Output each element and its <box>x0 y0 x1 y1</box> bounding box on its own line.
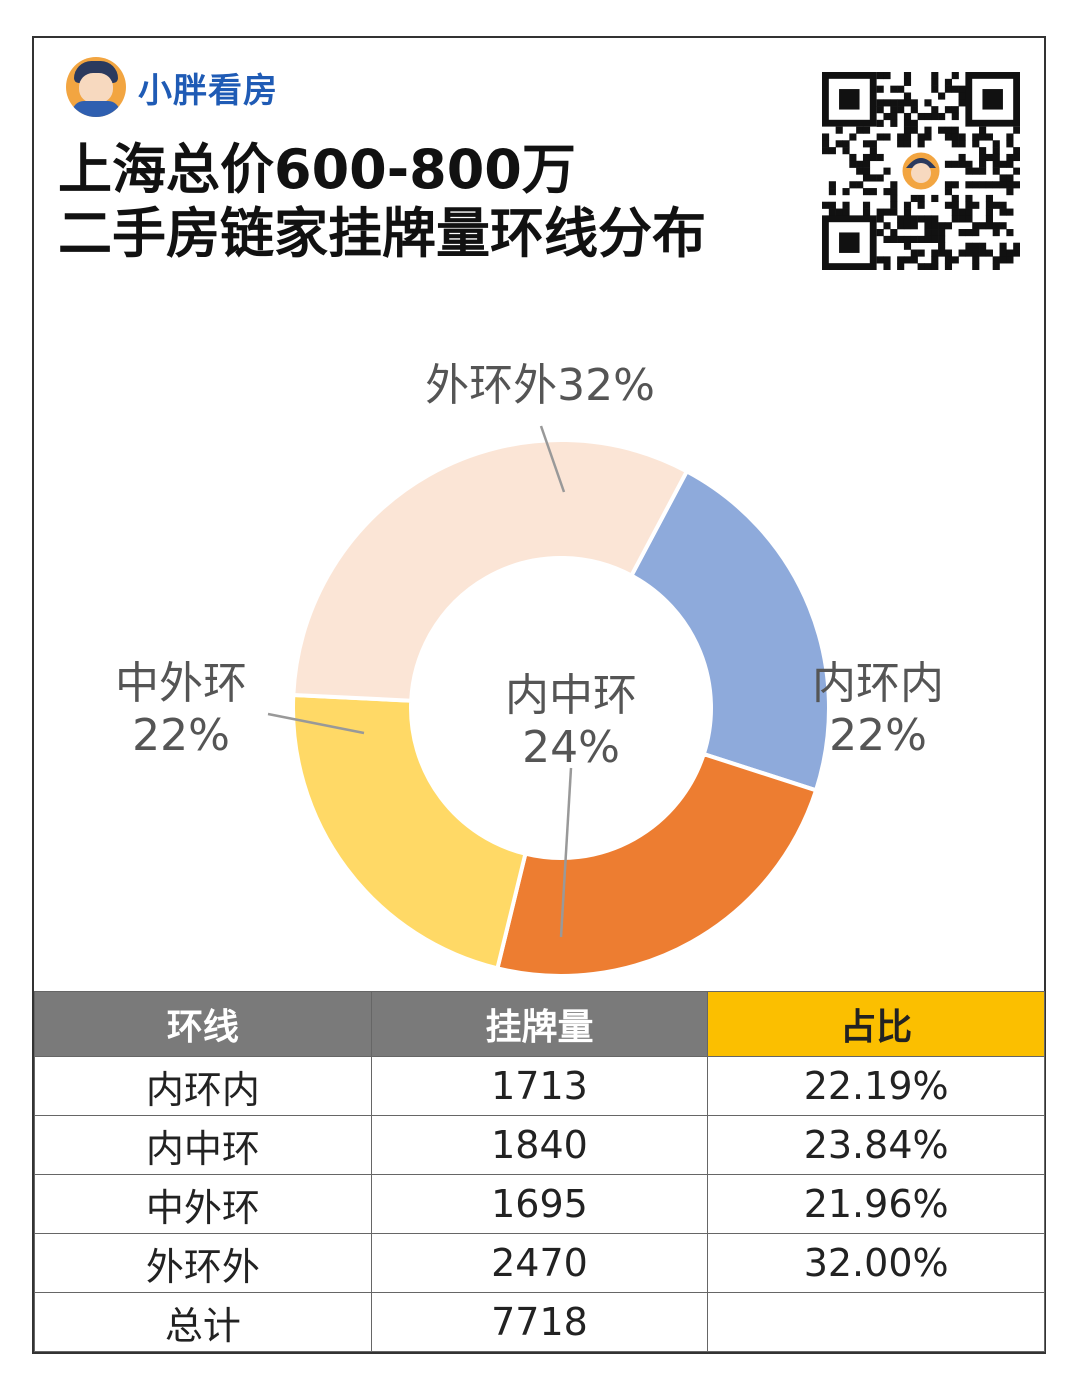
cell-ring: 内中环 <box>34 1115 372 1175</box>
title-line-2: 二手房链家挂牌量环线分布 <box>58 202 706 265</box>
cell-listings: 1840 <box>370 1115 709 1175</box>
header-ring: 环线 <box>34 991 372 1057</box>
title-line-1: 上海总价600-800万 <box>58 138 576 201</box>
header-listings: 挂牌量 <box>370 991 709 1057</box>
header-share: 占比 <box>707 991 1045 1057</box>
leader-line-slice-outer-ring <box>539 425 566 493</box>
cell-ring: 内环内 <box>34 1056 372 1116</box>
table-row: 内环内 1713 22.19% <box>34 1056 1045 1116</box>
table-header-row: 环线 挂牌量 占比 <box>34 991 1045 1057</box>
data-table: 环线 挂牌量 占比 内环内 1713 22.19% 内中环 1840 23.84… <box>34 991 1045 1352</box>
cell-share: 21.96% <box>707 1174 1045 1234</box>
cell-total-share <box>707 1292 1045 1352</box>
table-row: 中外环 1695 21.96% <box>34 1174 1045 1234</box>
page-frame <box>32 36 1046 1354</box>
cell-total-label: 总计 <box>34 1292 372 1352</box>
cell-total-listings: 7718 <box>370 1292 709 1352</box>
qr-code-icon <box>822 72 1020 270</box>
donut-chart: 内环内 22% 内中环 24% 中外环 22% 外环外32% <box>36 330 1046 980</box>
donut-svg <box>267 425 831 978</box>
leader-line-slice-middle-outer <box>267 712 365 735</box>
slice-inner-ring <box>628 468 831 793</box>
slice-outer-ring <box>291 438 690 703</box>
cell-listings: 1713 <box>370 1056 709 1116</box>
cell-share: 32.00% <box>707 1233 1045 1293</box>
cartoon-avatar-icon <box>66 57 126 117</box>
cell-share: 23.84% <box>707 1115 1045 1175</box>
brand-name: 小胖看房 <box>138 70 278 111</box>
cell-listings: 1695 <box>370 1174 709 1234</box>
slice-label-middle-outer: 中外环 22% <box>115 658 247 761</box>
cell-ring: 外环外 <box>34 1233 372 1293</box>
brand: 小胖看房 <box>66 56 278 118</box>
slice-label-inner-middle: 内中环 24% <box>505 670 637 773</box>
cell-listings: 2470 <box>370 1233 709 1293</box>
cell-ring: 中外环 <box>34 1174 372 1234</box>
slice-inner-middle <box>494 751 819 978</box>
slice-middle-outer <box>291 692 528 971</box>
slice-label-outer-ring: 外环外32% <box>425 360 655 411</box>
slice-label-inner-ring: 内环内 22% <box>812 658 944 761</box>
table-row: 内中环 1840 23.84% <box>34 1115 1045 1175</box>
cell-share: 22.19% <box>707 1056 1045 1116</box>
table-row: 外环外 2470 32.00% <box>34 1233 1045 1293</box>
leader-line-slice-inner-middle <box>559 767 573 938</box>
table-total-row: 总计 7718 <box>34 1292 1045 1352</box>
page-title: 上海总价600-800万 二手房链家挂牌量环线分布 <box>58 138 706 266</box>
